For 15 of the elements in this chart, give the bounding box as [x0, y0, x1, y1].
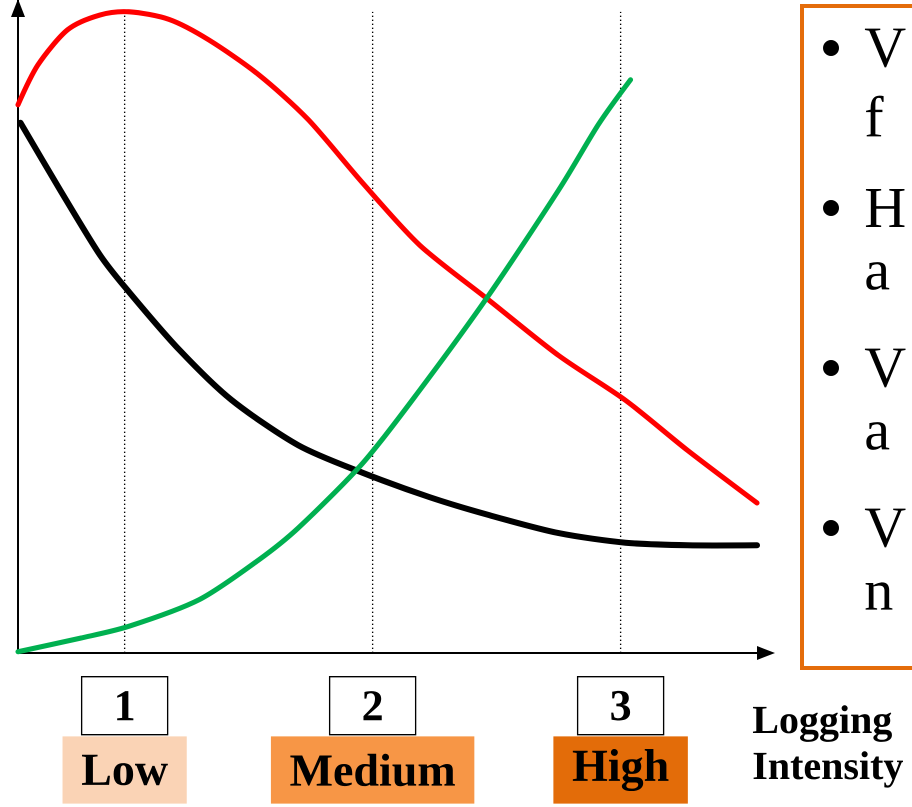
x-tick-label: 2: [363, 691, 382, 720]
text: f: [866, 96, 884, 136]
text: n: [866, 582, 892, 610]
text: Medium: [290, 754, 455, 786]
text: High: [572, 748, 669, 792]
text: H: [866, 189, 904, 227]
text: Low: [82, 754, 168, 786]
x-axis-title: Logging Intensity: [752, 705, 904, 788]
text: a: [866, 262, 890, 290]
text: V: [864, 28, 906, 68]
text: V: [864, 348, 906, 388]
x-tick-label: 1: [117, 691, 134, 720]
text: V: [864, 508, 906, 548]
text: a: [866, 422, 890, 450]
x-tick-label: 3: [611, 690, 630, 720]
